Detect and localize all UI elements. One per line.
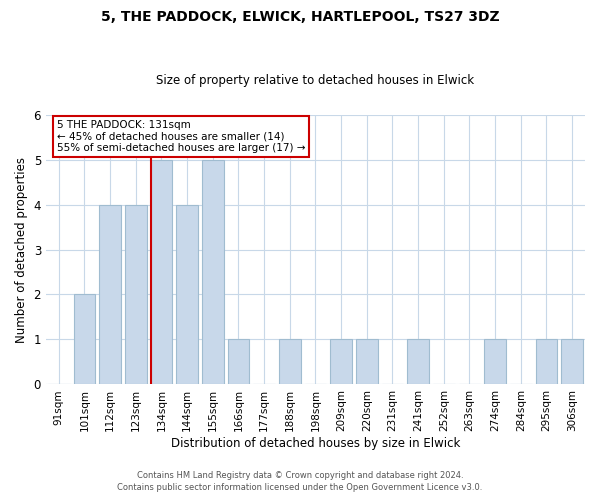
Bar (99, 204, 121, 384)
Bar (407, 340, 429, 384)
Bar (74, 294, 95, 384)
Text: 5, THE PADDOCK, ELWICK, HARTLEPOOL, TS27 3DZ: 5, THE PADDOCK, ELWICK, HARTLEPOOL, TS27… (101, 10, 499, 24)
Bar (125, 204, 146, 384)
Text: 5 THE PADDOCK: 131sqm
← 45% of detached houses are smaller (14)
55% of semi-deta: 5 THE PADDOCK: 131sqm ← 45% of detached … (56, 120, 305, 153)
Text: Contains HM Land Registry data © Crown copyright and database right 2024.
Contai: Contains HM Land Registry data © Crown c… (118, 471, 482, 492)
Bar (356, 340, 378, 384)
Bar (227, 340, 250, 384)
Bar (151, 160, 172, 384)
Title: Size of property relative to detached houses in Elwick: Size of property relative to detached ho… (157, 74, 475, 87)
Bar (561, 340, 583, 384)
Y-axis label: Number of detached properties: Number of detached properties (15, 156, 28, 342)
Bar (279, 340, 301, 384)
Bar (536, 340, 557, 384)
Bar (176, 204, 198, 384)
Bar (330, 340, 352, 384)
Bar (484, 340, 506, 384)
X-axis label: Distribution of detached houses by size in Elwick: Distribution of detached houses by size … (171, 437, 460, 450)
Bar (202, 160, 224, 384)
